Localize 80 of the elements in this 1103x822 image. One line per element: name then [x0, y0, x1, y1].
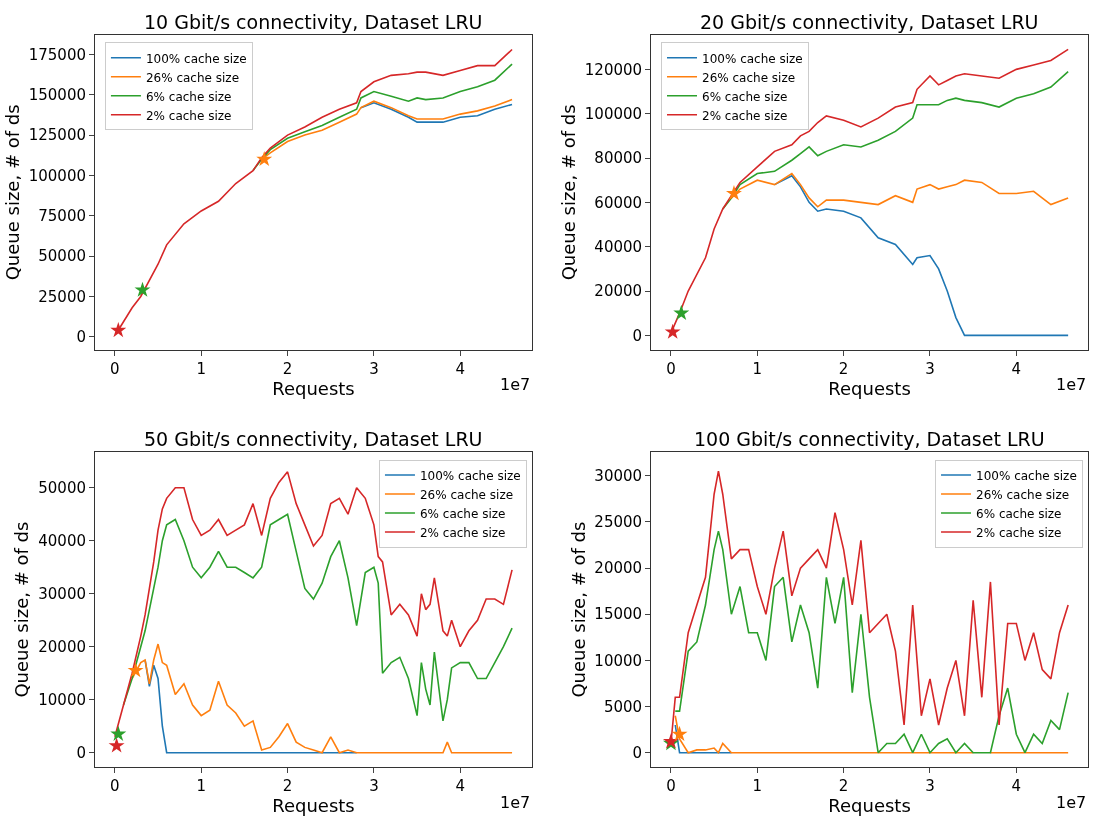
y-tick-label: 15000	[594, 605, 643, 624]
x-axis-title: Requests	[272, 377, 355, 399]
x-tick-label: 4	[455, 777, 466, 795]
y-tick-label: 100000	[584, 104, 643, 123]
y-tick-label: 0	[76, 328, 86, 347]
legend-label: 6% cache size	[702, 89, 788, 104]
x-axis-title: Requests	[828, 795, 911, 816]
y-tick-label: 60000	[594, 193, 643, 212]
x-tick-label: 1	[752, 359, 763, 378]
y-tick-label: 80000	[594, 149, 643, 168]
legend-label: 2% cache size	[145, 108, 232, 123]
x-tick-label: 3	[369, 359, 379, 378]
chart-title: 10 Gbit/s connectivity, Dataset LRU	[144, 11, 483, 33]
y-tick-label: 25000	[38, 287, 86, 306]
y-tick-label: 0	[632, 743, 643, 762]
legend-label: 100% cache size	[702, 51, 803, 66]
y-tick-label: 0	[632, 326, 643, 345]
legend-label: 2% cache size	[976, 525, 1062, 540]
legend-label: 26% cache size	[702, 70, 796, 85]
x-tick-label: 4	[455, 359, 466, 378]
text: 1e7	[1056, 793, 1087, 812]
y-tick-label: 10000	[594, 651, 643, 670]
y-tick-label: 5000	[603, 697, 643, 716]
y-tick-label: 25000	[594, 513, 643, 532]
x-axis-title: Requests	[272, 795, 355, 816]
x-tick-label: 2	[838, 359, 849, 378]
legend-label: 26% cache size	[419, 487, 514, 502]
x-tick-label: 0	[110, 359, 120, 378]
chart-title: 100 Gbit/s connectivity, Dataset LRU	[694, 428, 1045, 450]
legend-label: 100% cache size	[976, 468, 1077, 483]
y-tick-label: 20000	[594, 282, 643, 301]
x-tick-label: 1	[196, 777, 206, 795]
y-tick-label: 175000	[28, 45, 86, 64]
legend-label: 26% cache size	[145, 70, 240, 85]
y-tick-label: 150000	[28, 85, 86, 104]
chart-title: 20 Gbit/s connectivity, Dataset LRU	[700, 11, 1039, 33]
y-tick-label: 30000	[38, 584, 86, 603]
y-tick-label: 40000	[594, 237, 643, 256]
y-tick-label: 50000	[38, 478, 86, 497]
legend-label: 2% cache size	[702, 108, 788, 123]
y-tick-label: 20000	[38, 637, 86, 656]
x-axis-title: Requests	[828, 377, 911, 399]
legend-label: 100% cache size	[419, 468, 521, 483]
x-tick-label: 3	[925, 359, 935, 378]
legend-label: 6% cache size	[145, 89, 232, 104]
text: 1e7	[1056, 375, 1087, 394]
x-tick-label: 0	[110, 777, 120, 795]
legend-label: 6% cache size	[976, 506, 1062, 521]
y-tick-label: 40000	[38, 531, 86, 550]
text: 1e7	[500, 793, 531, 812]
y-axis-title: Queue size, # of ds	[558, 104, 580, 281]
x-tick-label: 0	[666, 359, 676, 378]
y-axis-title: Queue size, # of ds	[11, 521, 33, 698]
legend-label: 2% cache size	[419, 525, 506, 540]
x-tick-label: 0	[666, 777, 676, 795]
x-tick-label: 3	[925, 777, 935, 795]
x-tick-label: 4	[1011, 777, 1022, 795]
legend-label: 100% cache size	[145, 51, 247, 66]
y-tick-label: 125000	[28, 126, 86, 145]
chart-title: 50 Gbit/s connectivity, Dataset LRU	[144, 428, 483, 450]
y-tick-label: 30000	[594, 467, 643, 486]
y-tick-label: 75000	[38, 207, 86, 226]
x-tick-label: 2	[838, 777, 849, 795]
y-tick-label: 0	[76, 743, 86, 762]
y-axis-title: Queue size, # of ds	[567, 521, 589, 698]
legend-label: 26% cache size	[976, 487, 1070, 502]
legend-label: 6% cache size	[419, 506, 506, 521]
y-tick-label: 100000	[28, 166, 86, 185]
y-axis-title: Queue size, # of ds	[1, 104, 23, 281]
x-tick-label: 2	[282, 777, 293, 795]
y-tick-label: 50000	[38, 247, 86, 266]
x-tick-label: 3	[369, 777, 379, 795]
text: 1e7	[500, 375, 531, 394]
x-tick-label: 2	[282, 359, 293, 378]
y-tick-label: 20000	[594, 559, 643, 578]
y-tick-label: 120000	[584, 60, 643, 79]
x-tick-label: 1	[752, 777, 763, 795]
x-tick-label: 4	[1011, 359, 1022, 378]
y-tick-label: 10000	[38, 690, 86, 709]
x-tick-label: 1	[196, 359, 206, 378]
